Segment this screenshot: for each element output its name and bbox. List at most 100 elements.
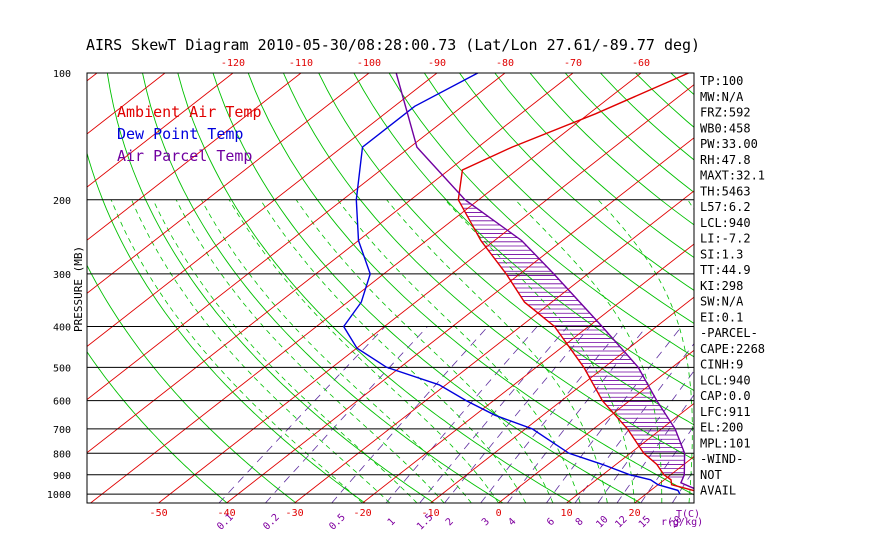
legend-item: Air Parcel Temp bbox=[117, 147, 252, 165]
top-temp-axis: -120 -110 -100 -90 -80 -70 -60 bbox=[221, 58, 650, 69]
dry-adiabat-line bbox=[87, 350, 228, 503]
pressure-axis: 100 200 300 400 500 600 700 800 900 1000 bbox=[47, 69, 71, 501]
top-temp-tick-label: -100 bbox=[357, 58, 381, 69]
mixing-ratio-line bbox=[444, 326, 591, 503]
pressure-tick-label: 700 bbox=[53, 425, 71, 436]
bottom-temp-tick-label: -30 bbox=[286, 508, 304, 519]
index-line: PW:33.00 bbox=[700, 137, 758, 151]
bottom-temp-tick-label: 0 bbox=[496, 508, 502, 519]
pressure-tick-label: 300 bbox=[53, 270, 71, 281]
legend-item: Dew Point Temp bbox=[117, 125, 243, 143]
pressure-tick-label: 500 bbox=[53, 363, 71, 374]
top-temp-tick-label: -90 bbox=[428, 58, 446, 69]
dry-adiabat-line bbox=[353, 73, 694, 392]
mixing-ratio-unit-label: r(g/kg) bbox=[661, 517, 703, 528]
dry-adiabat-line bbox=[741, 73, 870, 503]
index-line: CAPE:2268 bbox=[700, 342, 765, 356]
index-line: SI:1.3 bbox=[700, 247, 743, 261]
index-line: TP:100 bbox=[700, 74, 743, 88]
mixing-ratio-tick-label: 10 bbox=[594, 514, 610, 530]
dry-adiabat-line bbox=[423, 73, 694, 324]
index-line: MAXT:32.1 bbox=[700, 169, 765, 183]
isotherms bbox=[0, 73, 694, 503]
dry-adiabat-line bbox=[282, 73, 694, 461]
index-line: LCL:940 bbox=[700, 216, 751, 230]
isotherm-line bbox=[87, 73, 234, 188]
moist-adiabat-line bbox=[152, 199, 418, 503]
index-line: -WIND- bbox=[700, 452, 743, 466]
bottom-temp-axis: -50 -40 -30 -20 -10 0 10 20 bbox=[150, 508, 641, 519]
isotherm-line bbox=[87, 73, 574, 454]
index-line: L57:6.2 bbox=[700, 200, 751, 214]
dry-adiabat-line bbox=[812, 73, 870, 503]
mixing-ratio-tick-label: 3 bbox=[480, 516, 492, 528]
index-line: KI:298 bbox=[700, 279, 743, 293]
isotherm-line bbox=[362, 243, 694, 503]
index-line: CINH:9 bbox=[700, 358, 743, 372]
isotherm-line bbox=[0, 73, 29, 503]
mixing-ratio-tick-label: 4 bbox=[506, 516, 518, 528]
dry-adiabat-line bbox=[494, 73, 694, 259]
index-line: LI:-7.2 bbox=[700, 232, 751, 246]
index-line: CAP:0.0 bbox=[700, 389, 751, 403]
moist-adiabat-line bbox=[337, 199, 581, 503]
dry-adiabats bbox=[87, 73, 870, 503]
bottom-temp-tick-label: -40 bbox=[218, 508, 236, 519]
dry-adiabat-line bbox=[142, 73, 504, 503]
moist-adiabat-line bbox=[386, 199, 608, 503]
bottom-temp-tick-label: -10 bbox=[422, 508, 440, 519]
mixing-ratio-tick-label: 0.2 bbox=[261, 512, 282, 533]
isotherm-line bbox=[87, 73, 302, 241]
isotherm-line bbox=[498, 349, 694, 503]
pressure-tick-label: 800 bbox=[53, 449, 71, 460]
bottom-temp-tick-label: 20 bbox=[629, 508, 641, 519]
mixing-ratio-tick-label: 12 bbox=[613, 514, 629, 530]
isobars bbox=[87, 73, 694, 495]
mixing-ratio-line bbox=[751, 327, 864, 504]
index-line: TH:5463 bbox=[700, 184, 751, 198]
index-line: TT:44.9 bbox=[700, 263, 751, 277]
moist-adiabat-line bbox=[110, 199, 363, 503]
mixing-ratio-line bbox=[546, 326, 682, 503]
moist-adiabat-line bbox=[201, 199, 472, 503]
mixing-ratio-tick-label: 2 bbox=[444, 516, 456, 528]
moist-adiabat-line bbox=[175, 199, 445, 503]
dry-adiabat-line bbox=[87, 264, 297, 503]
mixing-ratio-line bbox=[331, 326, 489, 503]
dewpoint-line bbox=[342, 73, 681, 495]
mixing-ratio-line bbox=[480, 326, 623, 503]
isotherm-line bbox=[566, 402, 694, 503]
sounding-series bbox=[342, 73, 694, 495]
index-line: LCL:940 bbox=[700, 373, 751, 387]
isotherm-line bbox=[87, 73, 438, 347]
plot-frame bbox=[86, 72, 695, 504]
isotherm-line bbox=[87, 73, 506, 401]
pressure-tick-label: 200 bbox=[53, 196, 71, 207]
index-line: EI:0.1 bbox=[700, 310, 743, 324]
moist-adiabat-line bbox=[131, 199, 391, 503]
cape-hatch bbox=[458, 199, 685, 478]
isotherm-line bbox=[430, 296, 694, 503]
isotherm-line bbox=[158, 84, 694, 503]
legend-item: Ambient Air Temp bbox=[117, 103, 262, 121]
mixing-ratio-tick-label: 1 bbox=[386, 516, 398, 528]
pressure-tick-label: 1000 bbox=[47, 490, 71, 501]
mixing-ratio-tick-label: 0.5 bbox=[327, 512, 348, 533]
ambient-temp-line bbox=[457, 73, 694, 492]
dry-adiabat-line bbox=[177, 73, 573, 503]
mixing-ratio-line bbox=[265, 326, 428, 503]
pressure-tick-label: 400 bbox=[53, 323, 71, 334]
index-line: MPL:101 bbox=[700, 436, 751, 450]
pressure-tick-label: 600 bbox=[53, 397, 71, 408]
top-temp-tick-label: -60 bbox=[632, 58, 650, 69]
mixing-ratio-tick-label: 8 bbox=[574, 516, 586, 528]
mixing-ratio-tick-label: 6 bbox=[545, 516, 557, 528]
dry-adiabat-line bbox=[87, 151, 366, 503]
isotherm-line bbox=[294, 190, 694, 503]
bottom-temp-tick-label: -20 bbox=[354, 508, 372, 519]
dry-adiabat-line bbox=[777, 73, 870, 503]
mixing-ratio-line bbox=[507, 326, 647, 503]
dry-adiabat-line bbox=[318, 73, 694, 426]
index-line: EL:200 bbox=[700, 421, 743, 435]
